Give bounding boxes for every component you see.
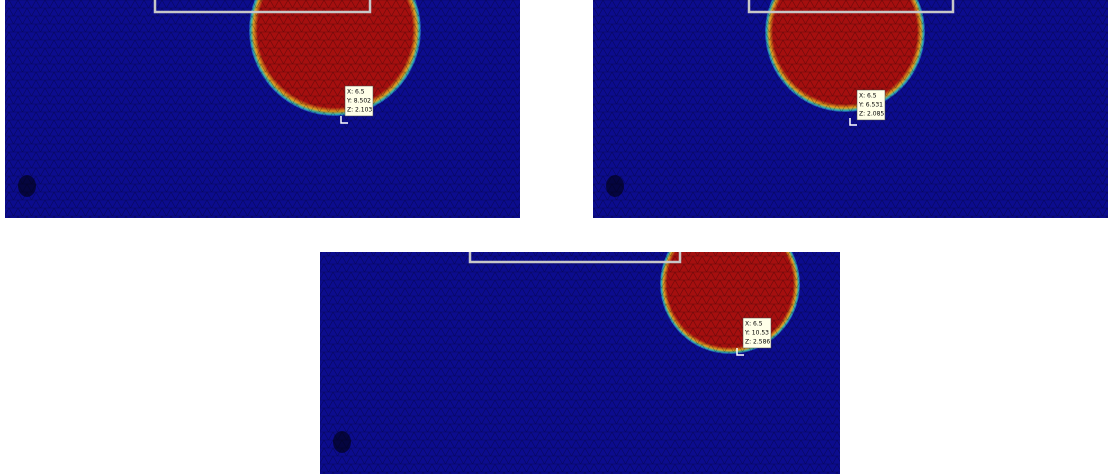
boundary-bracket	[747, 0, 955, 14]
mesh-panel	[320, 252, 840, 474]
datatip-text: X: 6.5	[347, 89, 365, 96]
datatip-box	[344, 85, 374, 117]
boundary-bracket	[153, 0, 372, 14]
boundary-bracket	[468, 252, 682, 264]
dark-spot	[333, 431, 351, 453]
datatip-text: Z: 2.586	[745, 339, 770, 346]
datatip-text: Y: 8.502	[346, 98, 371, 105]
datatip-text: Y: 6.531	[858, 102, 883, 109]
datatip-text: Z: 2.085	[859, 111, 884, 118]
datatip-box	[742, 317, 772, 349]
datatip-text: X: 6.5	[859, 93, 877, 100]
mesh-panel	[5, 0, 520, 218]
mesh-lines	[593, 0, 1108, 218]
datatip-marker	[849, 118, 857, 126]
datatip-marker	[340, 116, 348, 124]
mesh-lines	[5, 0, 520, 218]
datatip-text: Z: 2.103	[347, 107, 372, 114]
mesh-panel	[593, 0, 1108, 218]
datatip-text: Y: 10.53	[744, 330, 769, 337]
datatip-box	[856, 89, 886, 121]
dark-spot	[18, 175, 36, 197]
datatip-text: X: 6.5	[745, 321, 763, 328]
datatip-marker	[736, 348, 744, 356]
mesh-lines	[320, 252, 840, 474]
dark-spot	[606, 175, 624, 197]
